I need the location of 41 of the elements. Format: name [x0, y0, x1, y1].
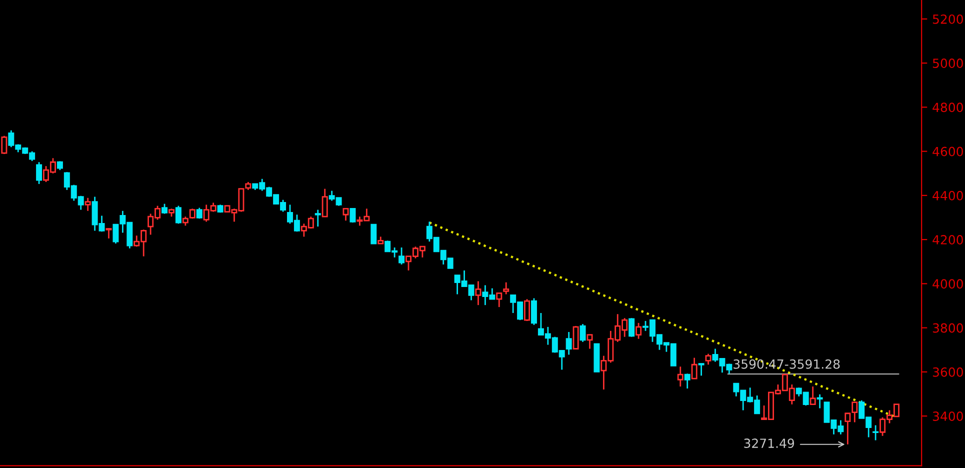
candlestick [810, 386, 816, 406]
y-tick-label: 3800 [932, 323, 963, 333]
candlestick [628, 317, 635, 338]
y-tick-label: 4400 [932, 190, 963, 200]
candlestick [370, 224, 377, 244]
y-tick-label: 4000 [932, 279, 963, 289]
candlestick [698, 363, 704, 376]
candlestick [872, 424, 879, 441]
candlestick [530, 298, 537, 326]
candlestick [684, 372, 690, 390]
candlestick [705, 353, 712, 366]
candlestick [36, 161, 42, 185]
candlestick [84, 197, 91, 212]
annotation: 3271.49 [744, 438, 794, 448]
candlestick [580, 323, 586, 343]
candlestick [342, 208, 349, 222]
y-tick-label: 4200 [932, 235, 963, 244]
candlestick [636, 322, 642, 340]
candlestick [314, 209, 321, 228]
y-tick-label: 5200 [932, 14, 963, 24]
candlestick [106, 227, 112, 240]
y-tick-label: 4800 [932, 102, 963, 112]
candlestick [398, 246, 405, 266]
candlestick [572, 325, 579, 350]
candlestick [496, 292, 502, 308]
candlestick [524, 298, 530, 322]
y-tick-label: 4600 [932, 146, 963, 156]
candlestick [503, 282, 510, 295]
candlestick [475, 280, 482, 306]
candlestick [586, 334, 593, 350]
candlestick [691, 357, 698, 380]
candlestick [816, 394, 823, 409]
candlestick [566, 331, 572, 356]
y-tick-label: 3400 [932, 412, 963, 421]
y-tick-label: 3600 [932, 367, 963, 377]
y-tick-label: 5000 [932, 58, 963, 68]
candlestick [677, 366, 684, 388]
candlestick [350, 208, 356, 224]
candlestick [322, 188, 328, 218]
candlestick [175, 205, 182, 224]
candlestick [1, 135, 8, 155]
